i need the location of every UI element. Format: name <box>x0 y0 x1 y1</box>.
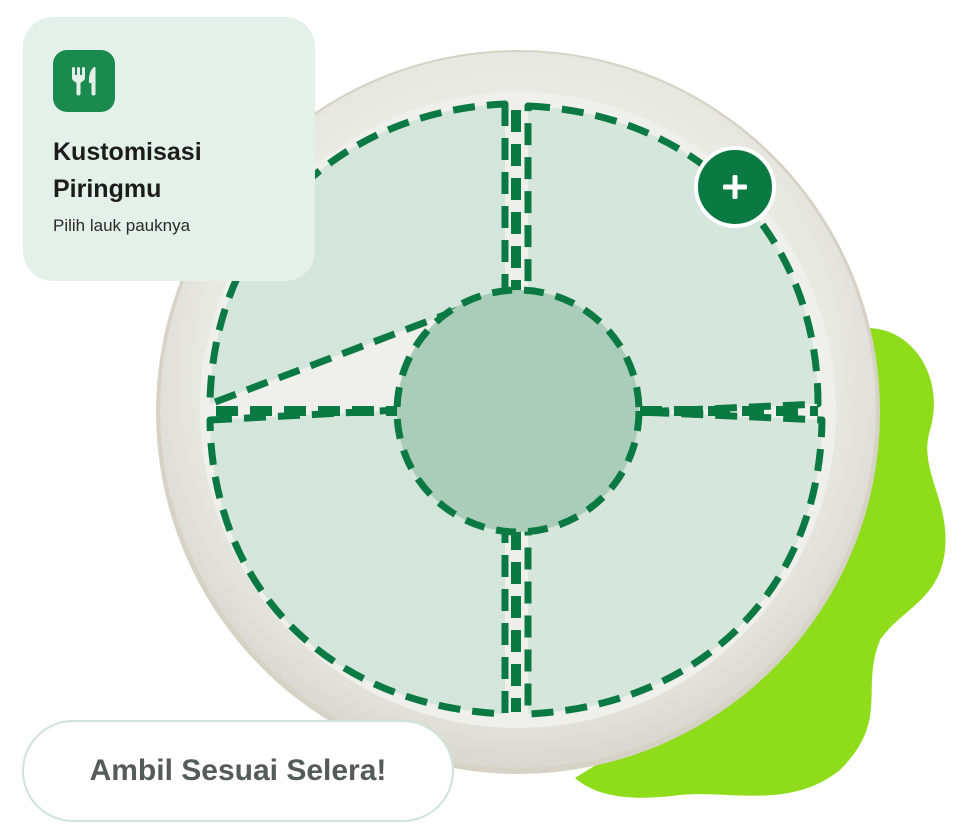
plate-section-top-left[interactable] <box>206 100 509 408</box>
card-title: Kustomisasi Piringmu <box>53 138 202 203</box>
card-subtitle: Pilih lauk pauknya <box>53 216 191 235</box>
add-dish-button[interactable] <box>694 146 776 228</box>
fork-knife-icon <box>53 50 115 112</box>
plate-section-center[interactable] <box>393 286 643 536</box>
customize-plate-card: Kustomisasi Piringmu Pilih lauk pauknya <box>23 17 315 281</box>
pill-label: Ambil Sesuai Selera! <box>89 754 387 787</box>
plus-icon <box>723 175 747 199</box>
take-as-you-like-pill: Ambil Sesuai Selera! <box>22 720 454 822</box>
